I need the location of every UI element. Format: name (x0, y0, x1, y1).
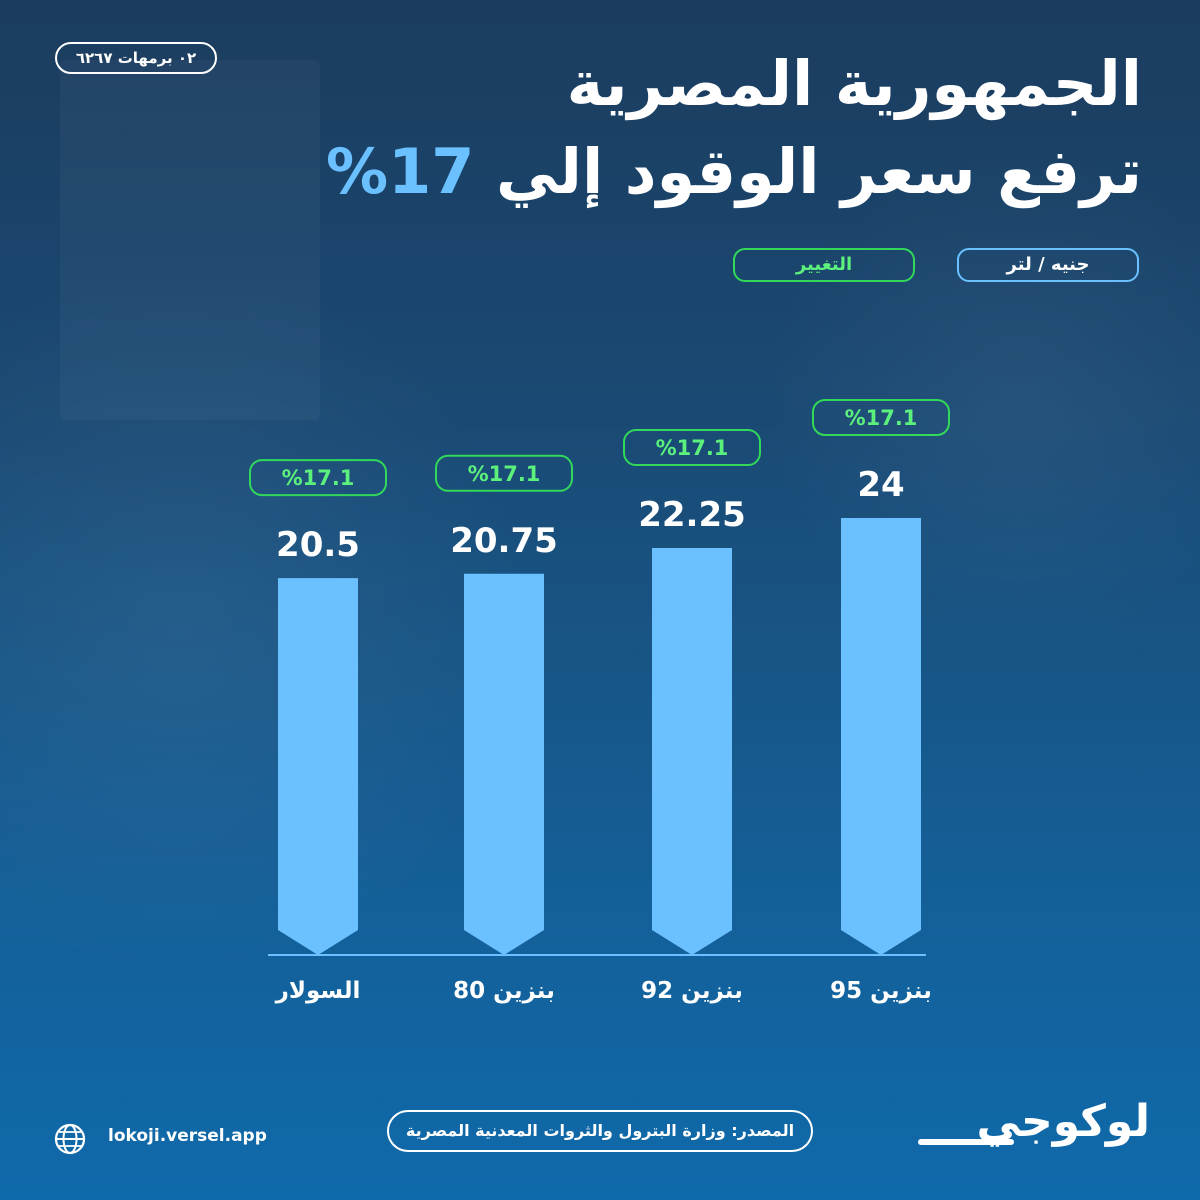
bar (652, 548, 732, 955)
source-text: وزارة البترول والثروات المعدنية المصرية (405, 1121, 726, 1140)
value-label: 20.5 (276, 525, 360, 565)
category-label: السولار (275, 978, 361, 1004)
source-badge: المصدر: وزارة البترول والثروات المعدنية … (387, 1110, 813, 1152)
value-label: 24 (857, 465, 904, 505)
change-label: %17.1 (845, 406, 918, 430)
date-badge: ٠٢ برمهات ٦٢٦٧ (55, 42, 217, 74)
change-badge (623, 429, 761, 467)
source-label: المصدر: (731, 1121, 795, 1140)
change-label: %17.1 (656, 436, 729, 460)
value-label: 20.75 (450, 521, 558, 561)
value-label: 22.25 (638, 495, 746, 535)
bar (278, 578, 358, 955)
legend-change-badge: التغيير (733, 248, 915, 282)
website-link[interactable]: lokoji.versel.app (108, 1126, 267, 1146)
title-line-2-text: ترفع سعر الوقود إلي (495, 135, 1142, 208)
page-title: الجمهورية المصرية ترفع سعر الوقود إلي 17… (322, 40, 1142, 216)
bar (841, 518, 921, 955)
category-label: بنزين 95 (830, 978, 932, 1004)
change-badge (249, 459, 387, 497)
globe-icon (54, 1123, 86, 1155)
brand-logo: لوكوجي (976, 1096, 1150, 1147)
logo-underline (918, 1139, 1014, 1145)
change-label: %17.1 (468, 462, 541, 486)
change-label: %17.1 (282, 466, 355, 490)
legend-unit-badge: جنيه / لتر (957, 248, 1139, 282)
category-label: بنزين 80 (453, 978, 555, 1004)
category-label: بنزين 92 (641, 978, 743, 1004)
title-line-2: ترفع سعر الوقود إلي 17% (322, 128, 1142, 216)
title-line-1: الجمهورية المصرية (566, 47, 1142, 120)
bar (464, 573, 544, 955)
change-badge (812, 399, 950, 436)
title-accent-percent: 17% (325, 135, 475, 208)
change-badge (435, 454, 573, 492)
